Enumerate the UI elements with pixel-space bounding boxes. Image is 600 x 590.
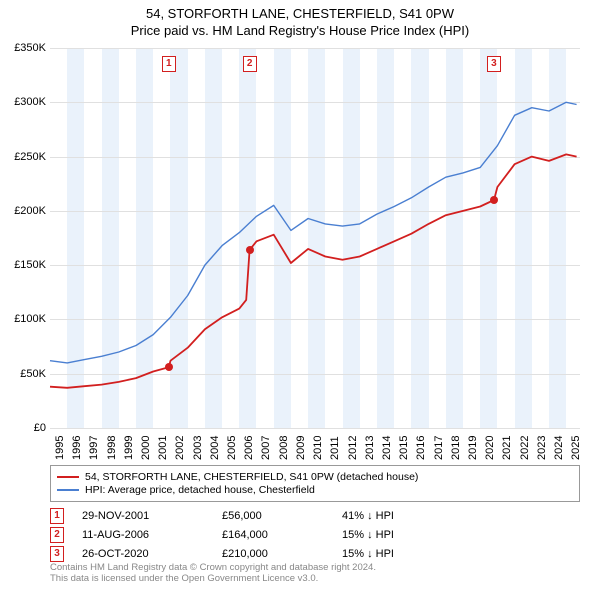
x-tick-label: 2024 [553, 436, 565, 460]
x-tick-label: 2000 [140, 436, 152, 460]
x-tick-label: 1997 [88, 436, 100, 460]
title-line2: Price paid vs. HM Land Registry's House … [0, 23, 600, 38]
event-number: 3 [50, 546, 64, 562]
x-tick-label: 2019 [467, 436, 479, 460]
x-tick-label: 2016 [415, 436, 427, 460]
event-price: £164,000 [222, 529, 342, 541]
x-tick-label: 1996 [71, 436, 83, 460]
gridline [50, 428, 580, 429]
x-tick-label: 2009 [295, 436, 307, 460]
legend-swatch [57, 476, 79, 478]
y-tick-label: £200K [14, 205, 46, 217]
y-tick-label: £350K [14, 42, 46, 54]
legend-row: 54, STORFORTH LANE, CHESTERFIELD, S41 0P… [57, 471, 573, 483]
legend-label: 54, STORFORTH LANE, CHESTERFIELD, S41 0P… [85, 471, 418, 483]
x-tick-label: 2015 [398, 436, 410, 460]
license-line2: This data is licensed under the Open Gov… [50, 573, 580, 584]
event-date: 11-AUG-2006 [82, 529, 222, 541]
x-tick-label: 2002 [174, 436, 186, 460]
event-row: 3 26-OCT-2020£210,00015% ↓ HPI [50, 546, 580, 562]
event-price: £56,000 [222, 510, 342, 522]
x-tick-label: 2005 [226, 436, 238, 460]
x-tick-label: 1995 [54, 436, 66, 460]
x-tick-label: 2010 [312, 436, 324, 460]
license-text: Contains HM Land Registry data © Crown c… [50, 562, 580, 585]
y-tick-label: £100K [14, 313, 46, 325]
title-line1: 54, STORFORTH LANE, CHESTERFIELD, S41 0P… [0, 6, 600, 21]
chart-lines [50, 48, 580, 428]
x-tick-label: 2025 [570, 436, 582, 460]
event-pct: 15% ↓ HPI [342, 548, 394, 560]
x-tick-label: 2004 [209, 436, 221, 460]
event-marker: 2 [243, 56, 257, 72]
x-tick-label: 2006 [243, 436, 255, 460]
y-tick-label: £50K [20, 368, 46, 380]
x-tick-label: 2017 [433, 436, 445, 460]
chart-plot-area: £0£50K£100K£150K£200K£250K£300K£350K1995… [50, 48, 580, 428]
x-tick-label: 2022 [519, 436, 531, 460]
x-tick-label: 2008 [278, 436, 290, 460]
event-marker: 1 [162, 56, 176, 72]
y-tick-label: £0 [34, 422, 46, 434]
event-number: 1 [50, 508, 64, 524]
x-tick-label: 2021 [501, 436, 513, 460]
x-tick-label: 2023 [536, 436, 548, 460]
event-pct: 15% ↓ HPI [342, 529, 394, 541]
series-hpi [50, 102, 577, 363]
x-tick-label: 1998 [106, 436, 118, 460]
x-tick-label: 2012 [347, 436, 359, 460]
sale-dot [165, 363, 173, 371]
sale-dot [246, 246, 254, 254]
legend-row: HPI: Average price, detached house, Ches… [57, 484, 573, 496]
x-tick-label: 2020 [484, 436, 496, 460]
x-tick-label: 1999 [123, 436, 135, 460]
license-line1: Contains HM Land Registry data © Crown c… [50, 562, 580, 573]
x-tick-label: 2001 [157, 436, 169, 460]
event-date: 26-OCT-2020 [82, 548, 222, 560]
x-tick-label: 2011 [329, 436, 341, 460]
y-tick-label: £150K [14, 259, 46, 271]
legend-swatch [57, 489, 79, 491]
y-tick-label: £300K [14, 96, 46, 108]
event-price: £210,000 [222, 548, 342, 560]
y-tick-label: £250K [14, 151, 46, 163]
chart-title-block: 54, STORFORTH LANE, CHESTERFIELD, S41 0P… [0, 0, 600, 38]
x-tick-label: 2007 [260, 436, 272, 460]
event-number: 2 [50, 527, 64, 543]
x-tick-label: 2013 [364, 436, 376, 460]
x-tick-label: 2003 [192, 436, 204, 460]
event-row: 1 29-NOV-2001£56,00041% ↓ HPI [50, 508, 580, 524]
series-property [50, 154, 577, 387]
x-tick-label: 2018 [450, 436, 462, 460]
legend-label: HPI: Average price, detached house, Ches… [85, 484, 315, 496]
events-table: 1 29-NOV-2001£56,00041% ↓ HPI 2 11-AUG-2006… [50, 505, 580, 565]
event-pct: 41% ↓ HPI [342, 510, 394, 522]
x-tick-label: 2014 [381, 436, 393, 460]
event-marker: 3 [487, 56, 501, 72]
event-date: 29-NOV-2001 [82, 510, 222, 522]
sale-dot [490, 196, 498, 204]
legend: 54, STORFORTH LANE, CHESTERFIELD, S41 0P… [50, 465, 580, 502]
event-row: 2 11-AUG-2006£164,00015% ↓ HPI [50, 527, 580, 543]
